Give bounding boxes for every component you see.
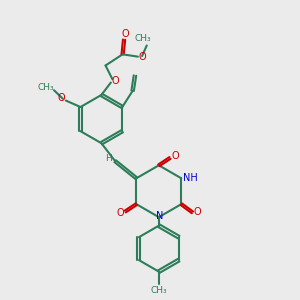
Text: O: O [139, 52, 146, 62]
Text: O: O [58, 93, 65, 103]
Text: O: O [111, 76, 119, 86]
Text: O: O [116, 208, 124, 218]
Text: O: O [194, 207, 202, 218]
Text: O: O [122, 29, 129, 39]
Text: CH₃: CH₃ [135, 34, 152, 43]
Text: CH₃: CH₃ [38, 83, 54, 92]
Text: O: O [172, 152, 179, 161]
Text: N: N [156, 211, 163, 221]
Text: CH₃: CH₃ [151, 286, 167, 295]
Text: H: H [105, 154, 112, 163]
Text: NH: NH [183, 173, 198, 183]
